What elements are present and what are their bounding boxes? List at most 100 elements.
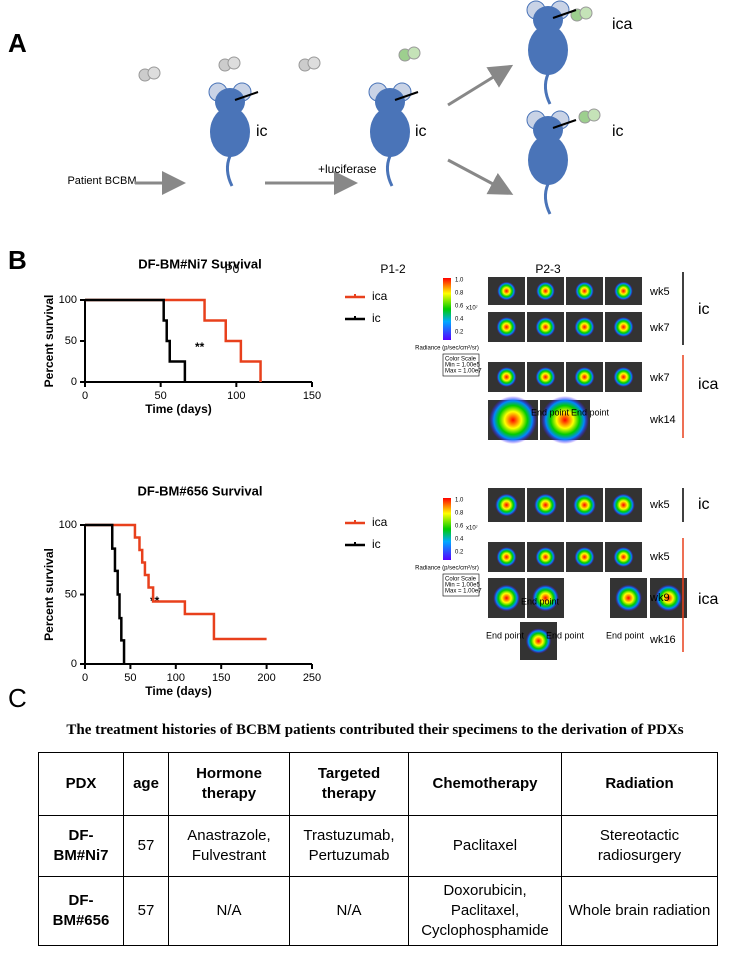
x-axis-label: Time (days) xyxy=(145,402,211,416)
bli-signal xyxy=(496,367,517,387)
colorbar-label: 1.0 xyxy=(455,278,464,284)
bli-signal xyxy=(489,396,537,444)
week-label: wk14 xyxy=(649,414,676,426)
y-tick-label: 100 xyxy=(59,519,77,531)
end-point-label: End point xyxy=(531,407,570,417)
table: PDX age Hormone therapy Targeted therapy… xyxy=(38,752,718,946)
colorbar-title: Radiance (p/sec/cm²/sr) xyxy=(415,346,479,352)
colorbar xyxy=(443,498,451,560)
y-tick-label: 0 xyxy=(71,376,77,388)
bli-signal xyxy=(573,493,596,517)
table-caption: The treatment histories of BCBM patients… xyxy=(66,722,684,738)
bli-signal xyxy=(535,547,556,567)
colorbar-label: 1.0 xyxy=(455,498,464,504)
cells-icon xyxy=(139,67,160,81)
annotation: ** xyxy=(195,340,205,354)
bli-signal xyxy=(614,281,633,301)
bli-signal xyxy=(535,317,556,337)
y-tick-label: 50 xyxy=(65,335,77,347)
chart-title: DF-BM#656 Survival xyxy=(138,483,263,498)
scale-label: Min = 1.00e5 xyxy=(445,363,481,369)
mouse xyxy=(527,1,576,104)
end-point-label: End point xyxy=(571,407,610,417)
panel-label: A xyxy=(8,28,27,58)
arrow xyxy=(447,158,514,195)
x-tick-label: 200 xyxy=(257,672,275,684)
week-label: wk9 xyxy=(649,592,670,604)
panel-label: B xyxy=(8,245,27,275)
cell: DF-BM#656 xyxy=(38,876,124,946)
arrow xyxy=(447,64,514,107)
cell: N/A xyxy=(168,876,290,946)
cells-icon xyxy=(219,57,240,71)
cell: DF-BM#Ni7 xyxy=(38,815,124,877)
week-label: wk5 xyxy=(649,286,670,298)
end-point-label: End point xyxy=(521,596,560,606)
scale-label: Max = 1.00e7 xyxy=(445,369,482,375)
panel-label: C xyxy=(8,683,27,713)
route-label: ic xyxy=(612,123,624,140)
passage-label: P2-3 xyxy=(535,262,561,276)
survival-curve xyxy=(85,523,267,641)
bli-signal xyxy=(613,367,634,387)
x-tick-label: 0 xyxy=(82,672,88,684)
bli-signal xyxy=(532,584,559,612)
bli-signal xyxy=(612,493,635,517)
week-label: wk16 xyxy=(649,634,676,646)
group-label: ic xyxy=(698,301,710,318)
header-row: PDX age Hormone therapy Targeted therapy… xyxy=(38,752,718,816)
cell: Trastuzumab, Pertuzumab xyxy=(289,815,409,877)
scale-label: Color Scale xyxy=(445,577,477,583)
end-point-label: End point xyxy=(486,630,525,640)
bli-signal xyxy=(615,584,642,612)
colorbar-label: 0.6 xyxy=(455,524,464,530)
scale-label: Max = 1.00e7 xyxy=(445,589,482,595)
bli-signal xyxy=(536,281,555,301)
bli-signal xyxy=(575,281,594,301)
colorbar-label: 0.2 xyxy=(455,550,464,556)
y-axis-label: Percent survival xyxy=(42,295,56,388)
mouse xyxy=(209,83,258,186)
group-label: ica xyxy=(698,591,719,608)
legend-label: ic xyxy=(372,311,381,325)
header-cell: Radiation xyxy=(561,752,718,816)
colorbar-label: 0.8 xyxy=(455,511,464,517)
colorbar-label: 0.4 xyxy=(455,317,464,323)
passage-label: P1-2 xyxy=(380,262,406,276)
bli-signal xyxy=(613,547,634,567)
cell: Doxorubicin, Paclitaxel, Cyclophosphamid… xyxy=(408,876,562,946)
y-tick-label: 50 xyxy=(65,588,77,600)
route-label: ica xyxy=(612,16,633,33)
end-point-label: End point xyxy=(606,630,645,640)
row: DF-BM#656 57 N/A N/A Doxorubicin, Paclit… xyxy=(38,876,718,946)
cells-icon xyxy=(571,7,592,21)
bli-signal xyxy=(574,547,595,567)
cells-icon xyxy=(579,109,600,123)
colorbar-unit: x10⁷ xyxy=(466,305,478,312)
bli-signal xyxy=(655,584,682,612)
colorbar-title: Radiance (p/sec/cm²/sr) xyxy=(415,566,479,572)
cell: Paclitaxel xyxy=(408,815,562,877)
source-label: Patient BCBM xyxy=(67,175,136,187)
survival-curve xyxy=(85,298,187,382)
colorbar-unit: x10⁷ xyxy=(466,525,478,532)
legend-label: ic xyxy=(372,537,381,551)
bli-signal xyxy=(496,547,517,567)
bli-signal xyxy=(525,628,552,654)
bli-signal xyxy=(493,584,520,612)
week-label: wk7 xyxy=(649,372,670,384)
x-tick-label: 50 xyxy=(124,672,136,684)
week-label: wk7 xyxy=(649,322,670,334)
x-tick-label: 150 xyxy=(303,390,321,402)
cells-icon xyxy=(399,47,420,61)
x-tick-label: 50 xyxy=(155,390,167,402)
passage-label: P0 xyxy=(225,262,240,276)
end-point-label: End point xyxy=(546,630,585,640)
scale-box xyxy=(442,353,480,377)
x-tick-label: 100 xyxy=(167,672,185,684)
bli-signal xyxy=(496,317,517,337)
route-label: ic xyxy=(415,123,427,140)
cell: 57 xyxy=(123,815,169,877)
bli-signal xyxy=(574,367,595,387)
x-tick-label: 250 xyxy=(303,672,321,684)
